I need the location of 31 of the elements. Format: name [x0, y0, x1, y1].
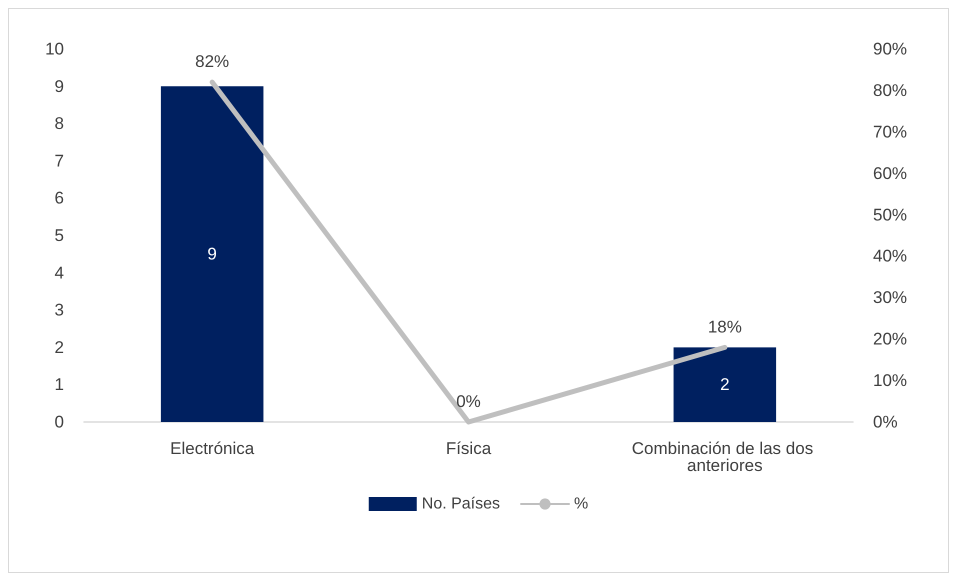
y2-tick-label: 70% [873, 122, 908, 142]
y2-tick-label: 40% [873, 246, 908, 266]
y-tick-label: 3 [54, 300, 64, 320]
data-label: 2 [720, 375, 730, 394]
y2-tick-label: 80% [873, 80, 908, 100]
x-tick-label: Física [446, 439, 492, 458]
y-tick-label: 2 [54, 338, 64, 357]
y2-tick-label: 50% [873, 205, 908, 224]
data-label: 82% [195, 52, 230, 72]
x-tick-label: Combinación de las dos anteriores [632, 439, 818, 475]
legend-label: % [574, 496, 588, 512]
y2-tick-label: 20% [873, 330, 908, 349]
data-label: 18% [708, 317, 742, 336]
y-tick-label: 0 [54, 412, 64, 432]
y-tick-label: 1 [54, 375, 64, 394]
y-tick-label: 9 [54, 76, 64, 96]
y-tick-label: 8 [54, 114, 64, 134]
y2-tick-label: 30% [873, 288, 908, 308]
y2-tick-label: 10% [873, 371, 908, 390]
y-tick-label: 7 [54, 151, 64, 170]
y-tick-label: 5 [54, 226, 64, 245]
x-tick-label: Electrónica [170, 439, 255, 458]
y-tick-label: 4 [54, 263, 64, 282]
y-tick-label: 6 [54, 188, 64, 208]
data-label: 0% [456, 392, 481, 411]
y2-tick-label: 90% [873, 40, 908, 58]
legend-label: No. Países [422, 496, 500, 512]
data-label: 9 [207, 244, 217, 264]
y-tick-label: 10 [45, 40, 64, 58]
y2-tick-label: 0% [873, 412, 898, 432]
y2-tick-label: 60% [873, 164, 908, 183]
